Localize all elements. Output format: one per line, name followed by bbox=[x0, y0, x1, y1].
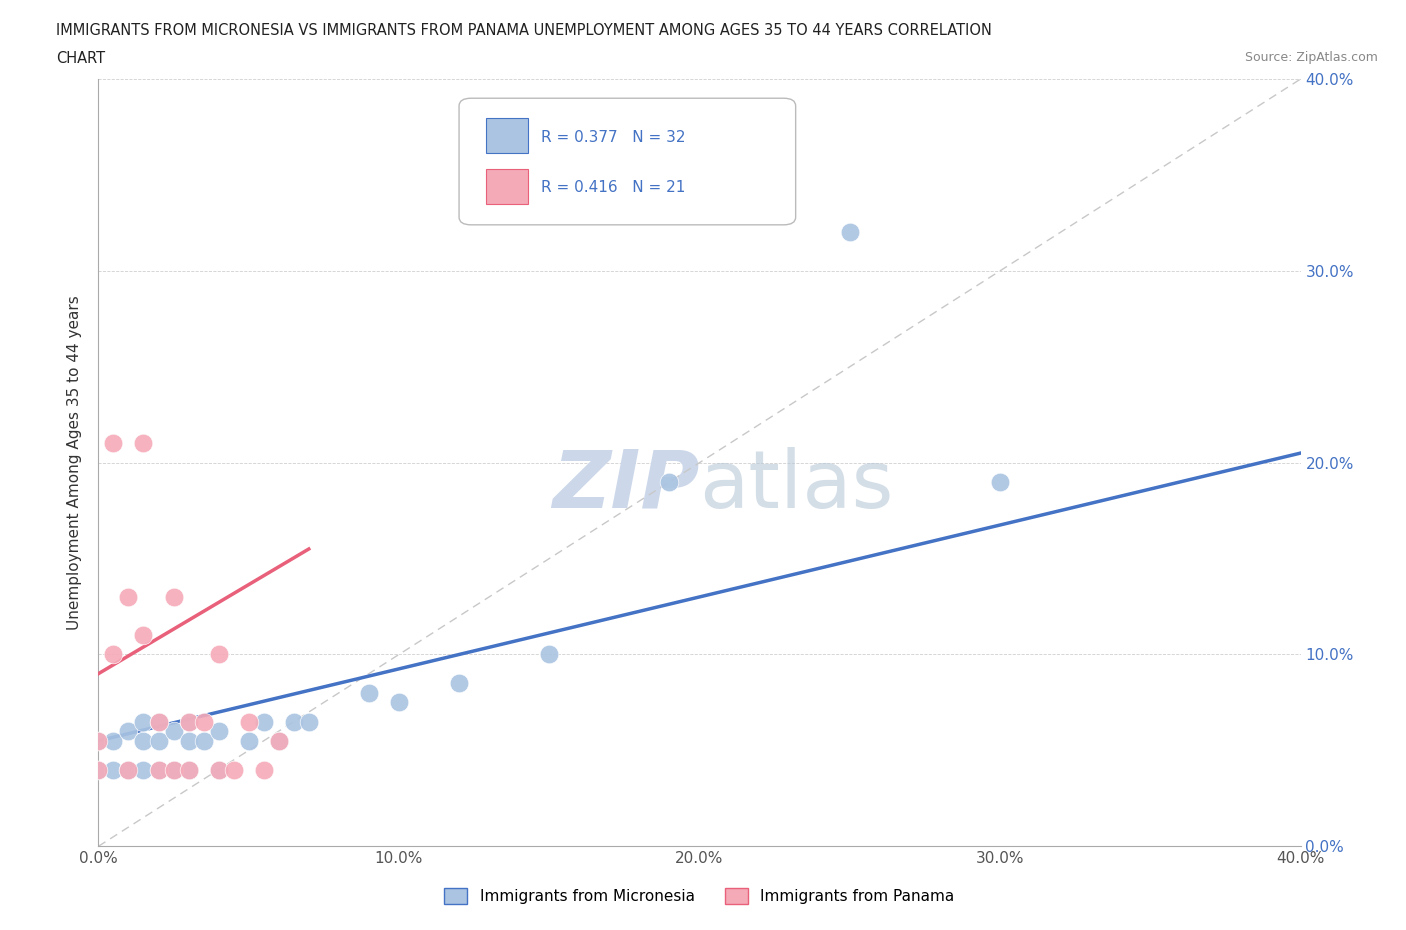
Point bbox=[103, 436, 125, 451]
Point bbox=[132, 714, 155, 729]
Point bbox=[988, 474, 1011, 489]
Point bbox=[208, 763, 231, 777]
Point bbox=[177, 714, 200, 729]
Point bbox=[148, 734, 170, 749]
Point bbox=[208, 647, 231, 662]
FancyBboxPatch shape bbox=[485, 169, 527, 204]
Point bbox=[222, 763, 245, 777]
Legend: Immigrants from Micronesia, Immigrants from Panama: Immigrants from Micronesia, Immigrants f… bbox=[444, 888, 955, 904]
Point bbox=[117, 590, 139, 604]
Point bbox=[447, 676, 470, 691]
Point bbox=[148, 714, 170, 729]
Point bbox=[267, 734, 290, 749]
Text: IMMIGRANTS FROM MICRONESIA VS IMMIGRANTS FROM PANAMA UNEMPLOYMENT AMONG AGES 35 : IMMIGRANTS FROM MICRONESIA VS IMMIGRANTS… bbox=[56, 23, 993, 38]
Point bbox=[132, 628, 155, 643]
Point bbox=[267, 734, 290, 749]
Point bbox=[238, 714, 260, 729]
Point bbox=[117, 763, 139, 777]
Point bbox=[87, 734, 110, 749]
Point bbox=[117, 724, 139, 738]
Point bbox=[357, 685, 380, 700]
Text: atlas: atlas bbox=[700, 446, 894, 525]
Point bbox=[838, 225, 860, 240]
Point bbox=[148, 714, 170, 729]
Point bbox=[132, 763, 155, 777]
Point bbox=[162, 724, 184, 738]
Point bbox=[658, 474, 681, 489]
Point bbox=[177, 763, 200, 777]
Point bbox=[208, 724, 231, 738]
Point bbox=[208, 763, 231, 777]
Y-axis label: Unemployment Among Ages 35 to 44 years: Unemployment Among Ages 35 to 44 years bbox=[67, 296, 83, 630]
Point bbox=[162, 590, 184, 604]
Point bbox=[298, 714, 321, 729]
Point bbox=[177, 734, 200, 749]
Point bbox=[103, 647, 125, 662]
Point bbox=[388, 695, 411, 710]
Point bbox=[103, 763, 125, 777]
Text: Source: ZipAtlas.com: Source: ZipAtlas.com bbox=[1244, 51, 1378, 64]
Point bbox=[148, 763, 170, 777]
Point bbox=[538, 647, 561, 662]
Point bbox=[283, 714, 305, 729]
Point bbox=[87, 734, 110, 749]
Text: R = 0.416   N = 21: R = 0.416 N = 21 bbox=[541, 179, 685, 194]
FancyBboxPatch shape bbox=[485, 118, 527, 153]
Point bbox=[193, 714, 215, 729]
Point bbox=[253, 714, 276, 729]
Point bbox=[87, 763, 110, 777]
Point bbox=[177, 763, 200, 777]
Point bbox=[103, 734, 125, 749]
Point bbox=[177, 714, 200, 729]
Point bbox=[132, 436, 155, 451]
Point bbox=[87, 763, 110, 777]
Text: R = 0.377   N = 32: R = 0.377 N = 32 bbox=[541, 129, 685, 144]
Point bbox=[193, 734, 215, 749]
Point bbox=[132, 734, 155, 749]
Point bbox=[117, 763, 139, 777]
Point bbox=[162, 763, 184, 777]
Point bbox=[162, 763, 184, 777]
Point bbox=[253, 763, 276, 777]
Point bbox=[148, 763, 170, 777]
Text: CHART: CHART bbox=[56, 51, 105, 66]
Point bbox=[238, 734, 260, 749]
FancyBboxPatch shape bbox=[458, 99, 796, 225]
Text: ZIP: ZIP bbox=[553, 446, 700, 525]
